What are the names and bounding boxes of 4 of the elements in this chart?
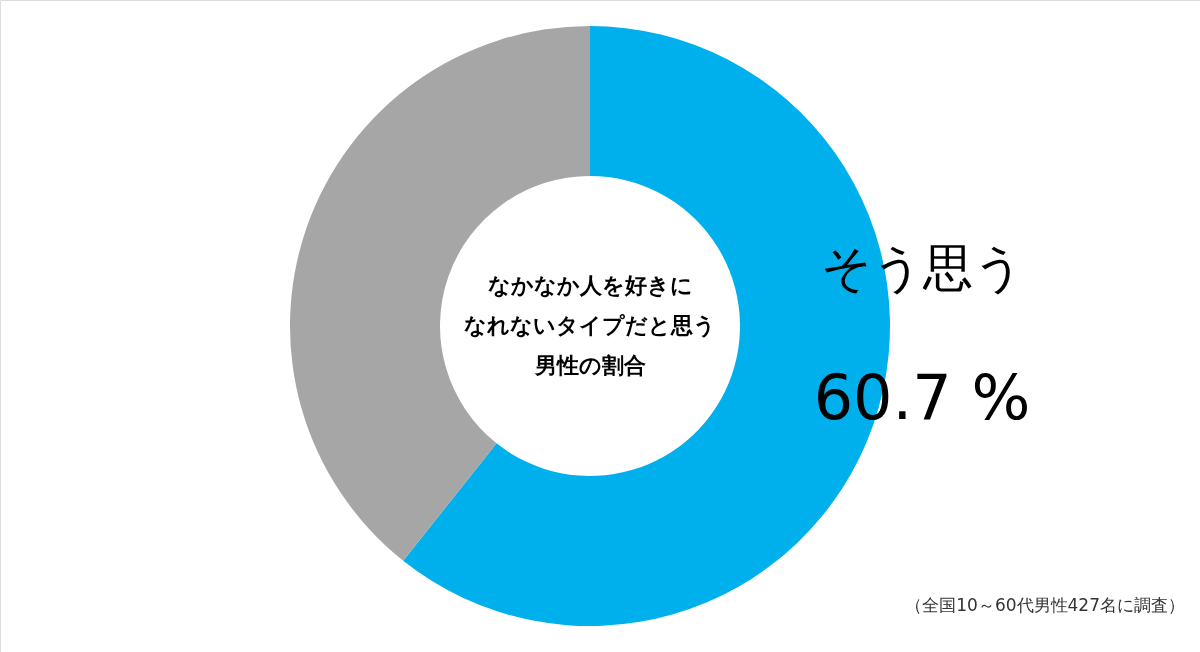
text: 男性の割合 (534, 353, 646, 378)
text: なれないタイプだと思う (464, 313, 716, 338)
text: なかなか人を好きに (487, 273, 693, 298)
text: （全国10～60代男性427名に調査） (905, 595, 1185, 615)
